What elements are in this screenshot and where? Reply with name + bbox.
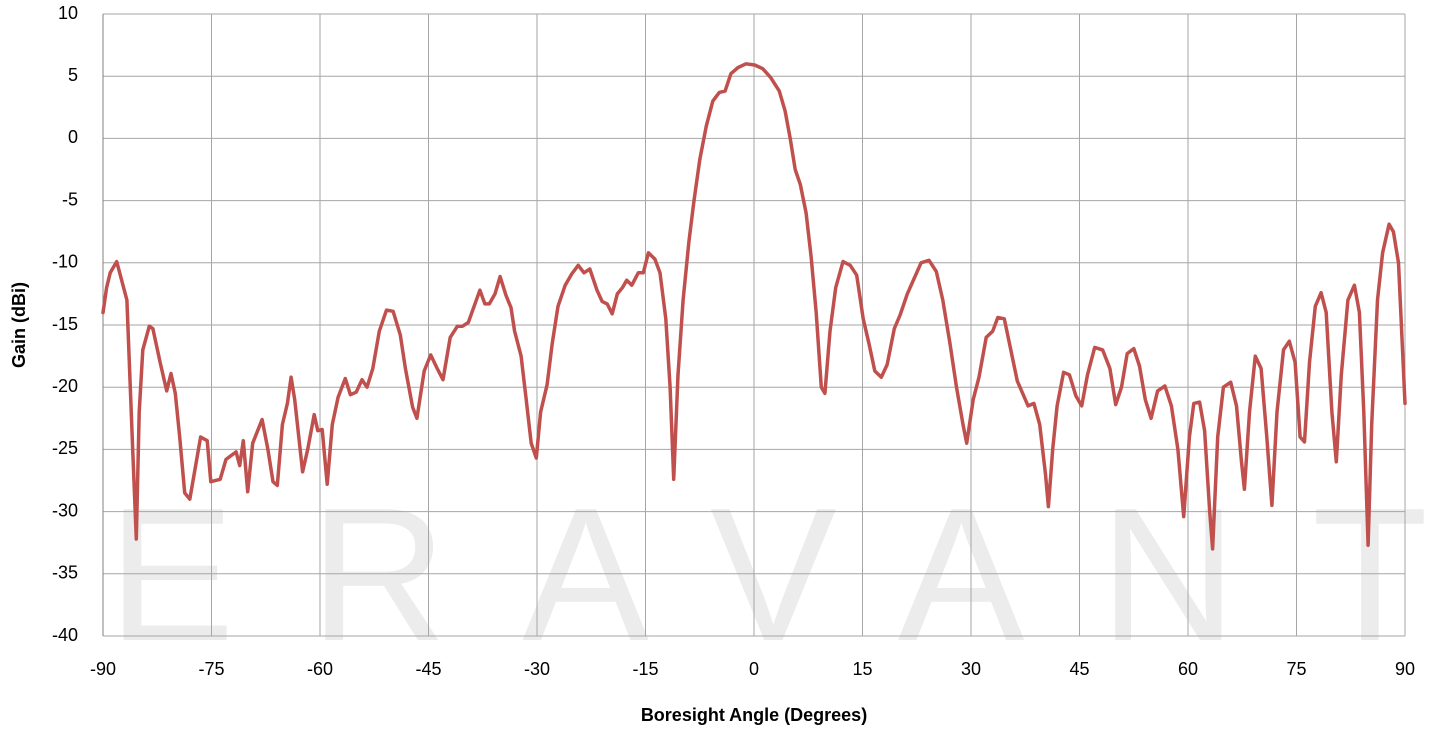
y-tick-label: 0	[68, 127, 78, 147]
watermark: ERAVANT	[108, 469, 1428, 681]
y-tick-label: -5	[62, 189, 78, 209]
x-tick-label: 60	[1178, 659, 1198, 679]
y-tick-label: -30	[52, 500, 78, 520]
x-tick-label: 45	[1069, 659, 1089, 679]
y-axis-title: Gain (dBi)	[9, 282, 29, 368]
x-tick-label: -30	[524, 659, 550, 679]
y-tick-label: -25	[52, 438, 78, 458]
line-series	[101, 62, 1407, 551]
x-tick-label: -60	[307, 659, 333, 679]
y-tick-label: -40	[52, 625, 78, 645]
y-tick-label: -10	[52, 252, 78, 272]
y-tick-label: -35	[52, 563, 78, 583]
y-tick-label: -20	[52, 376, 78, 396]
y-tick-label: 10	[58, 3, 78, 23]
x-tick-label: 30	[961, 659, 981, 679]
y-tick-label: 5	[68, 65, 78, 85]
x-tick-label: -90	[90, 659, 116, 679]
x-tick-label: 15	[852, 659, 872, 679]
x-tick-label: 90	[1395, 659, 1415, 679]
x-tick-label: 0	[749, 659, 759, 679]
x-tick-label: 75	[1286, 659, 1306, 679]
x-tick-label: -75	[198, 659, 224, 679]
x-tick-label: -15	[632, 659, 658, 679]
x-axis-title: Boresight Angle (Degrees)	[641, 705, 867, 725]
x-tick-label: -45	[415, 659, 441, 679]
y-tick-label: -15	[52, 314, 78, 334]
